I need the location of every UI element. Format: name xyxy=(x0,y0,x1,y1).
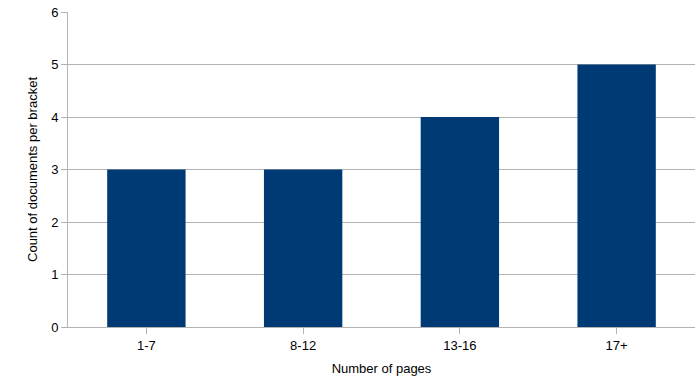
svg-text:2: 2 xyxy=(51,215,58,230)
svg-text:13-16: 13-16 xyxy=(443,338,476,353)
svg-text:Number of pages: Number of pages xyxy=(332,361,432,376)
svg-text:3: 3 xyxy=(51,162,58,177)
svg-text:1: 1 xyxy=(51,267,58,282)
svg-text:0: 0 xyxy=(51,320,58,335)
svg-text:17+: 17+ xyxy=(606,338,628,353)
svg-text:1-7: 1-7 xyxy=(137,338,156,353)
svg-text:4: 4 xyxy=(51,110,58,125)
svg-text:Count of documents per bracket: Count of documents per bracket xyxy=(25,77,40,262)
svg-text:5: 5 xyxy=(51,57,58,72)
svg-text:8-12: 8-12 xyxy=(290,338,316,353)
svg-text:6: 6 xyxy=(51,5,58,20)
